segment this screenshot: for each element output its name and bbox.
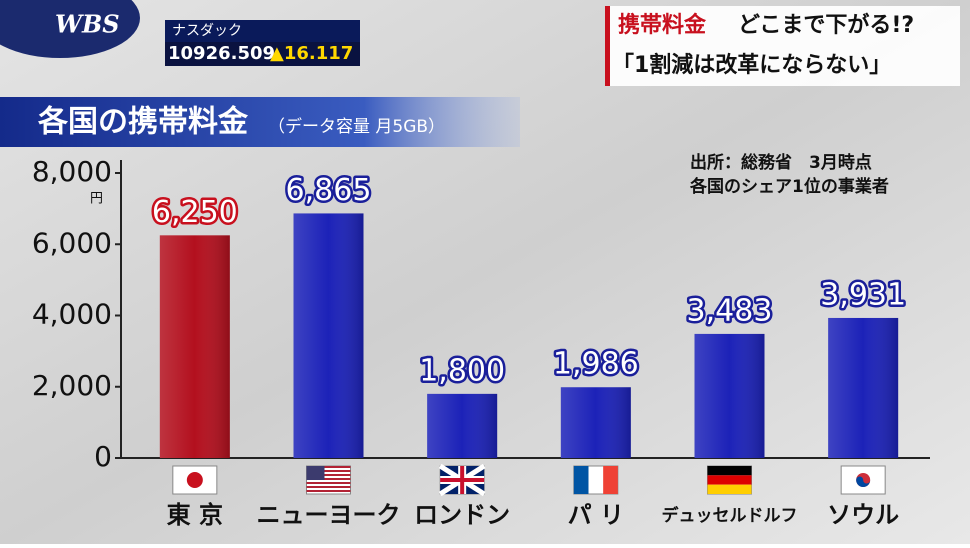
y-tick-label: 2,000: [32, 369, 112, 402]
value-label: 6,250: [152, 195, 238, 230]
flag-part: [306, 466, 325, 480]
x-tick-label: ニューヨーク: [257, 501, 401, 529]
caption-headline: どこまで下がる!?: [738, 12, 914, 38]
x-tick-label: ロンドン: [414, 501, 510, 529]
ticker-name: ナスダック: [172, 23, 242, 39]
value-label: 3,931: [820, 277, 906, 312]
note: 出所：総務省 3月時点: [690, 152, 872, 173]
chart-subtitle: （データ容量 月5GB）: [268, 116, 445, 137]
logo-badge: [0, 0, 140, 58]
ticker-name-box: [165, 20, 360, 42]
logo: WBS: [55, 10, 120, 39]
ticker-change: ▲16.117: [270, 43, 353, 64]
flag-part: [306, 470, 351, 472]
x-tick-label: パ リ: [568, 501, 624, 529]
note: 各国のシェア1位の事業者: [689, 176, 889, 197]
flag-part: [856, 476, 871, 488]
flag-part: [603, 466, 618, 494]
chart-title: 各国の携帯料金: [37, 105, 249, 140]
value-label: 3,483: [687, 293, 773, 328]
flag-part: [707, 484, 752, 494]
ticker-value: 10926.509: [168, 43, 275, 64]
bar-shade: [427, 393, 498, 458]
y-tick-label: 8,000: [32, 155, 112, 188]
y-tick-label: 0: [94, 440, 112, 473]
caption-quote: 「1割減は改革にならない」: [612, 52, 891, 78]
flag-part: [707, 475, 752, 485]
value-label: 1,800: [419, 353, 505, 388]
caption-topic: 携帯料金: [618, 12, 707, 38]
y-tick-label: 6,000: [32, 226, 112, 259]
ticker-value-box: [165, 42, 360, 66]
bar-shade: [560, 387, 631, 458]
flag-part: [186, 472, 203, 488]
title-banner: [0, 97, 520, 147]
flag-part: [440, 478, 485, 482]
x-tick-label: ソウル: [827, 501, 899, 529]
flag-part: [306, 482, 351, 484]
flag-part: [306, 474, 351, 476]
y-tick-label: 4,000: [32, 298, 112, 331]
caption-box: [605, 6, 960, 86]
flag-part: [306, 466, 351, 468]
bar-shade: [828, 317, 899, 458]
x-tick-label: デュッセルドルフ: [662, 505, 798, 526]
value-label: 6,865: [286, 173, 372, 208]
x-tick-label: 東 京: [167, 501, 223, 529]
bar-shade: [159, 235, 230, 458]
flag-part: [306, 490, 351, 492]
flag-part: [306, 478, 351, 480]
bar-shade: [293, 213, 364, 458]
unit-label: 円: [90, 192, 103, 207]
flag-part: [306, 486, 351, 488]
flag-part: [573, 466, 589, 494]
flag-part: [707, 466, 752, 476]
value-label: 1,986: [553, 347, 639, 382]
bar-shade: [694, 333, 765, 458]
caption-accent: [605, 6, 610, 86]
